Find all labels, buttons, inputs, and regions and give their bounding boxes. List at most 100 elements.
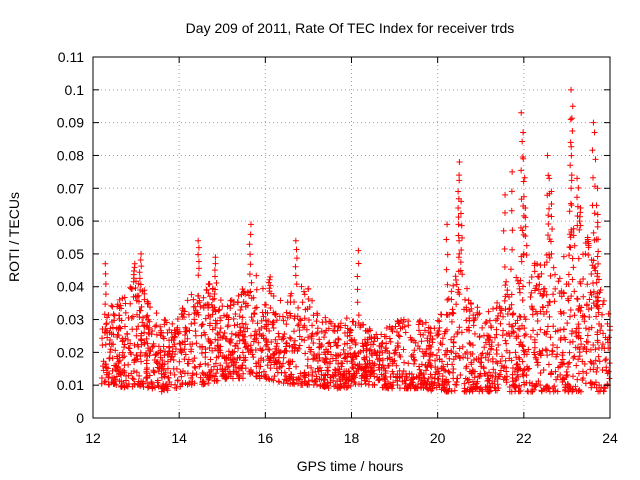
data-point [293, 281, 300, 288]
data-point [438, 386, 445, 393]
data-point [569, 255, 576, 262]
data-point [493, 358, 500, 365]
data-point [581, 318, 588, 325]
data-point [503, 368, 510, 375]
data-point [138, 358, 145, 365]
data-point [396, 385, 403, 392]
data-point [308, 364, 315, 371]
data-point [315, 368, 322, 375]
data-point [109, 375, 116, 382]
data-point [341, 355, 348, 362]
data-point [455, 254, 462, 261]
data-point [145, 345, 152, 352]
data-point [184, 360, 191, 367]
data-point [188, 320, 195, 327]
data-point [444, 251, 451, 258]
data-point [370, 370, 377, 377]
data-point [360, 365, 367, 372]
data-point [102, 291, 109, 298]
data-point [206, 293, 213, 300]
data-point [422, 350, 429, 357]
data-point [539, 292, 546, 299]
data-point [272, 336, 279, 343]
data-point [483, 318, 490, 325]
data-point [376, 366, 383, 373]
data-point [599, 311, 606, 318]
data-point [570, 264, 577, 271]
data-point [416, 366, 423, 373]
data-point [455, 289, 462, 296]
data-point [101, 379, 108, 386]
data-point [594, 273, 601, 280]
data-point [606, 375, 613, 382]
y-tick-label: 0.03 [57, 312, 84, 328]
data-point [595, 309, 602, 316]
data-point [294, 313, 301, 320]
data-point [260, 313, 267, 320]
data-point [416, 319, 423, 326]
data-point [301, 337, 308, 344]
data-point [551, 298, 558, 305]
data-point [594, 185, 601, 192]
data-point [585, 306, 592, 313]
data-point [144, 300, 151, 307]
data-point [594, 339, 601, 346]
data-point [599, 341, 606, 348]
data-point [394, 317, 401, 324]
data-point [444, 221, 451, 228]
data-point [261, 323, 268, 330]
data-point [519, 138, 526, 145]
data-point [104, 314, 111, 321]
data-point [361, 375, 368, 382]
data-point [159, 385, 166, 392]
data-point [496, 371, 503, 378]
x-tick-label: 24 [602, 430, 618, 446]
data-point [128, 351, 135, 358]
data-point [244, 302, 251, 309]
data-point [567, 339, 574, 346]
data-point [238, 303, 245, 310]
chart-title: Day 209 of 2011, Rate Of TEC Index for r… [186, 20, 515, 36]
data-point [378, 343, 385, 350]
data-point [116, 312, 123, 319]
data-point [517, 339, 524, 346]
data-point [271, 373, 278, 380]
data-point [435, 376, 442, 383]
data-point [277, 297, 284, 304]
data-point [282, 347, 289, 354]
data-point [262, 301, 269, 308]
x-tick-label: 14 [171, 430, 187, 446]
data-point [491, 384, 498, 391]
data-point [582, 380, 589, 387]
data-point [121, 362, 128, 369]
data-point [531, 339, 538, 346]
data-point [143, 360, 150, 367]
data-point [198, 350, 205, 357]
data-point [327, 358, 334, 365]
data-point [600, 330, 607, 337]
data-point [490, 366, 497, 373]
data-point [572, 329, 579, 336]
data-point [531, 268, 538, 275]
data-point [503, 379, 510, 386]
data-point [103, 320, 110, 327]
data-point [242, 365, 249, 372]
data-point [577, 222, 584, 229]
data-point [137, 281, 144, 288]
data-point [452, 350, 459, 357]
data-point [229, 356, 236, 363]
data-point [295, 380, 302, 387]
data-point [500, 227, 507, 234]
data-point [403, 373, 410, 380]
data-point [197, 361, 204, 368]
data-point [222, 375, 229, 382]
data-point [555, 364, 562, 371]
data-point [291, 315, 298, 322]
data-point [382, 345, 389, 352]
data-point [545, 220, 552, 227]
data-point [547, 272, 554, 279]
data-point [503, 373, 510, 380]
data-point [391, 357, 398, 364]
data-point [121, 341, 128, 348]
